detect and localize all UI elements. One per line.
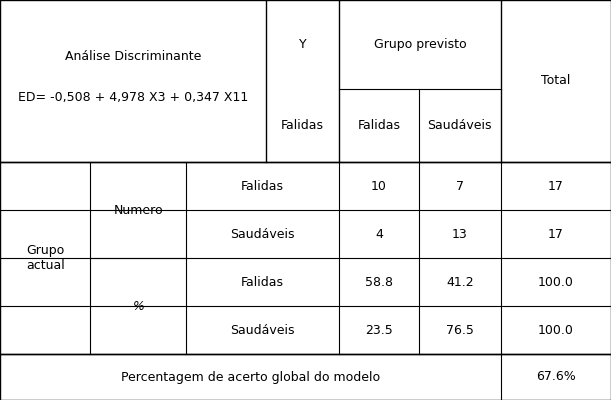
- Text: Numero: Numero: [114, 204, 163, 216]
- Text: 13: 13: [452, 228, 467, 240]
- Text: Falidas: Falidas: [281, 119, 324, 132]
- Text: 100.0: 100.0: [538, 324, 574, 336]
- Bar: [0, 354, 611, 400]
- Text: 100.0: 100.0: [538, 276, 574, 288]
- Bar: [0, 162, 611, 354]
- Text: 41.2: 41.2: [446, 276, 474, 288]
- Text: 76.5: 76.5: [446, 324, 474, 336]
- Text: ED= -0,508 + 4,978 X3 + 0,347 X11: ED= -0,508 + 4,978 X3 + 0,347 X11: [18, 90, 248, 104]
- Text: Total: Total: [541, 74, 571, 88]
- Text: %: %: [133, 300, 144, 312]
- Text: 23.5: 23.5: [365, 324, 393, 336]
- Text: 4: 4: [375, 228, 382, 240]
- Text: Saudáveis: Saudáveis: [428, 119, 492, 132]
- Text: Análise Discriminante: Análise Discriminante: [65, 50, 201, 64]
- Text: 17: 17: [548, 228, 564, 240]
- Text: 10: 10: [371, 180, 387, 192]
- Text: Falidas: Falidas: [241, 276, 284, 288]
- Text: 17: 17: [548, 180, 564, 192]
- Text: 7: 7: [456, 180, 464, 192]
- Text: Grupo previsto: Grupo previsto: [374, 38, 466, 51]
- Text: Y: Y: [299, 38, 306, 51]
- Text: Saudáveis: Saudáveis: [230, 324, 295, 336]
- Text: 67.6%: 67.6%: [536, 370, 576, 384]
- Text: Percentagem de acerto global do modelo: Percentagem de acerto global do modelo: [121, 370, 380, 384]
- Text: Falidas: Falidas: [241, 180, 284, 192]
- Text: Saudáveis: Saudáveis: [230, 228, 295, 240]
- Text: Grupo
actual: Grupo actual: [26, 244, 65, 272]
- Text: Falidas: Falidas: [357, 119, 400, 132]
- Bar: [0, 0, 611, 162]
- Text: 58.8: 58.8: [365, 276, 393, 288]
